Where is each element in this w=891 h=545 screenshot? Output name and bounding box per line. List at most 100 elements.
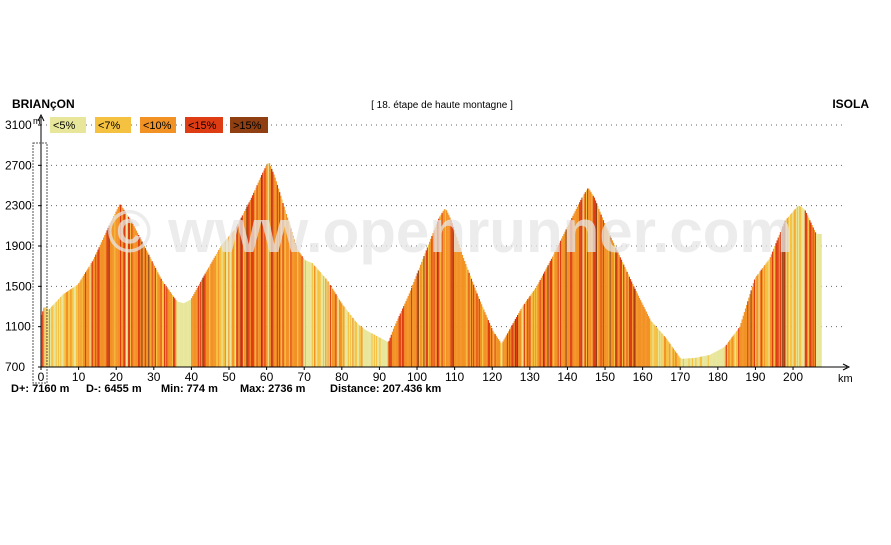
profile-slice — [478, 298, 480, 367]
profile-slice — [713, 352, 715, 367]
profile-slice — [280, 195, 282, 367]
profile-slice — [388, 340, 390, 367]
profile-slice — [436, 221, 439, 367]
profile-slice — [143, 245, 145, 367]
profile-slice — [112, 218, 114, 367]
profile-slice — [814, 232, 817, 367]
profile-slice — [87, 268, 89, 367]
profile-slice — [362, 328, 364, 367]
profile-slice — [538, 282, 540, 367]
profile-slice — [690, 358, 693, 367]
profile-slice — [342, 304, 344, 367]
profile-slice — [799, 205, 801, 367]
profile-slice — [418, 267, 421, 367]
profile-slice — [548, 263, 550, 367]
profile-slice — [413, 281, 415, 367]
profile-slice — [725, 344, 728, 367]
profile-slice — [316, 268, 318, 367]
profile-slice — [654, 325, 656, 367]
profile-slice — [697, 357, 699, 367]
profile-slice — [250, 197, 253, 367]
profile-slice — [687, 358, 689, 367]
profile-slice — [509, 329, 511, 367]
legend-label-lt5: <5% — [53, 120, 76, 132]
profile-slice — [141, 241, 143, 367]
profile-slice — [808, 217, 810, 367]
profile-slice — [526, 300, 528, 367]
profile-slice — [567, 224, 570, 367]
profile-slice — [151, 261, 153, 367]
profile-slice — [206, 269, 209, 367]
profile-slice — [650, 320, 652, 367]
profile-slice — [433, 230, 435, 367]
profile-slice — [118, 204, 121, 367]
profile-slice — [434, 227, 436, 367]
profile-slice — [617, 252, 619, 367]
profile-slice — [281, 199, 283, 367]
profile-slice — [115, 211, 117, 367]
profile-slice — [113, 216, 115, 367]
profile-slice — [412, 284, 414, 367]
profile-slice — [274, 177, 276, 367]
profile-slice — [514, 319, 517, 367]
profile-slice — [664, 337, 667, 367]
profile-slice — [333, 290, 335, 367]
profile-slice — [800, 206, 802, 367]
profile-slice — [114, 213, 116, 367]
profile-slice — [134, 228, 136, 367]
profile-slice — [107, 227, 109, 367]
profile-slice — [302, 257, 304, 367]
profile-slice — [794, 209, 796, 367]
profile-slice — [796, 206, 799, 367]
profile-slice — [628, 276, 630, 367]
profile-slice — [778, 234, 781, 367]
profile-slice — [669, 343, 671, 367]
profile-slice — [786, 218, 788, 367]
profile-slice — [149, 256, 151, 367]
profile-slice — [759, 271, 761, 367]
x-tick-label: 50 — [222, 370, 236, 384]
profile-slice — [373, 334, 376, 367]
profile-slice — [61, 295, 63, 367]
profile-slice — [394, 326, 396, 367]
profile-slice — [42, 311, 44, 367]
profile-slice — [586, 188, 589, 367]
profile-slice — [480, 304, 483, 367]
profile-slice — [163, 283, 166, 367]
profile-slice — [623, 264, 625, 367]
profile-slice — [589, 190, 591, 367]
profile-slice — [813, 229, 815, 367]
y-axis-unit: m — [33, 116, 41, 126]
profile-slice — [315, 267, 317, 367]
profile-slice — [276, 184, 279, 367]
profile-slice — [351, 316, 353, 367]
profile-slice — [562, 236, 564, 367]
x-tick-label: 70 — [298, 370, 312, 384]
legend-swatch-lt5 — [50, 117, 86, 133]
profile-slice — [172, 296, 175, 367]
profile-slice — [241, 215, 244, 367]
profile-slice — [781, 229, 783, 367]
profile-slice — [607, 230, 609, 367]
profile-slice — [458, 244, 460, 367]
profile-slice — [270, 166, 272, 367]
profile-slice — [770, 254, 773, 367]
profile-slice — [218, 249, 220, 367]
profile-slice — [371, 333, 373, 367]
profile-slice — [696, 357, 698, 367]
profile-slice — [147, 252, 149, 367]
x-tick-label: 200 — [783, 370, 803, 384]
profile-slice — [661, 333, 663, 367]
profile-slice — [379, 337, 381, 367]
profile-slice — [249, 200, 251, 367]
profile-slice — [297, 249, 299, 367]
profile-slice — [224, 240, 227, 367]
profile-slice — [459, 247, 461, 367]
profile-slice — [670, 345, 672, 367]
profile-slice — [519, 310, 521, 367]
profile-slice — [767, 260, 769, 367]
profile-slice — [761, 268, 764, 367]
profile-slice — [273, 174, 275, 367]
profile-slice — [409, 290, 412, 367]
profile-slice — [659, 330, 661, 367]
